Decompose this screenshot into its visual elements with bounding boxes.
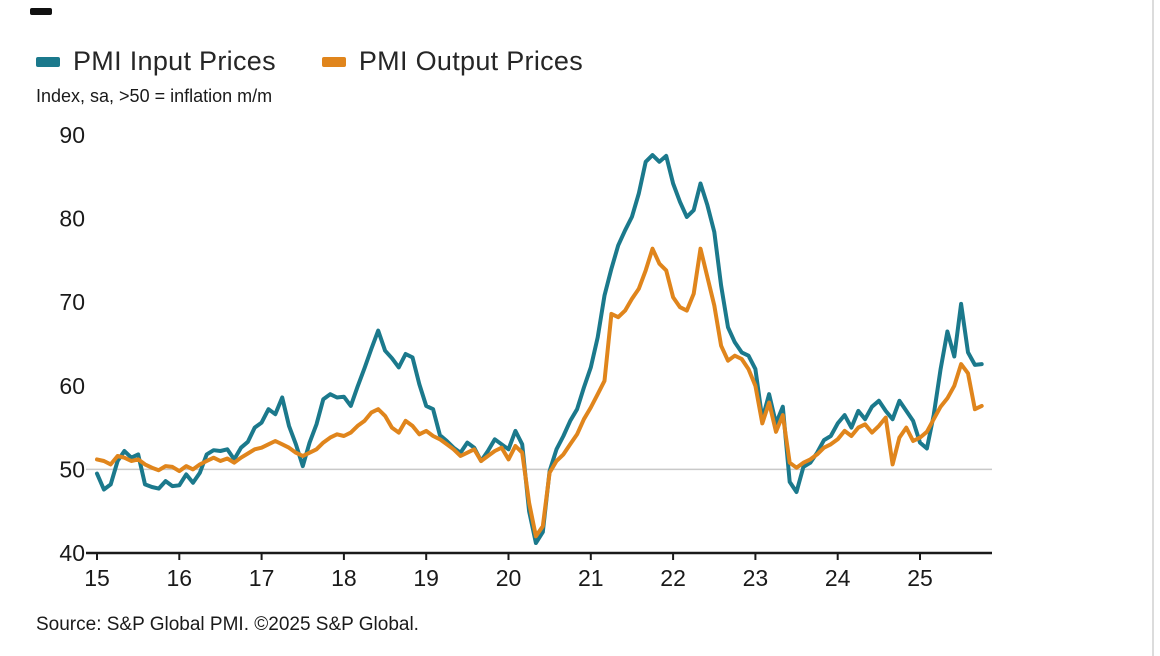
legend-label-input-prices: PMI Input Prices: [73, 46, 276, 76]
svg-text:40: 40: [59, 540, 85, 566]
svg-text:18: 18: [331, 565, 357, 591]
svg-text:80: 80: [59, 206, 85, 232]
svg-text:15: 15: [84, 565, 110, 591]
page-edge: [1152, 0, 1154, 656]
input-prices-swatch-icon: [36, 56, 60, 67]
chart-subtitle: Index, sa, >50 = inflation m/m: [36, 86, 273, 106]
svg-text:16: 16: [167, 565, 193, 591]
svg-text:50: 50: [59, 456, 85, 482]
svg-text:22: 22: [660, 565, 686, 591]
svg-text:21: 21: [578, 565, 604, 591]
svg-text:17: 17: [249, 565, 275, 591]
output-prices-swatch-icon: [321, 56, 346, 67]
legend-item-output-prices: PMI Output Prices: [321, 46, 584, 77]
svg-text:23: 23: [743, 565, 769, 591]
source-note: Source: S&P Global PMI. ©2025 S&P Global…: [36, 614, 419, 635]
svg-text:90: 90: [59, 122, 85, 148]
svg-text:19: 19: [413, 565, 439, 591]
svg-text:20: 20: [496, 565, 522, 591]
legend-item-input-prices: PMI Input Prices: [36, 46, 276, 77]
corner-mark: [30, 8, 52, 15]
svg-text:70: 70: [59, 289, 85, 315]
svg-text:24: 24: [825, 565, 851, 591]
svg-text:25: 25: [907, 565, 933, 591]
svg-text:60: 60: [59, 373, 85, 399]
chart-legend: PMI Input Prices PMI Output Prices: [36, 46, 583, 77]
legend-label-output-prices: PMI Output Prices: [358, 46, 584, 76]
